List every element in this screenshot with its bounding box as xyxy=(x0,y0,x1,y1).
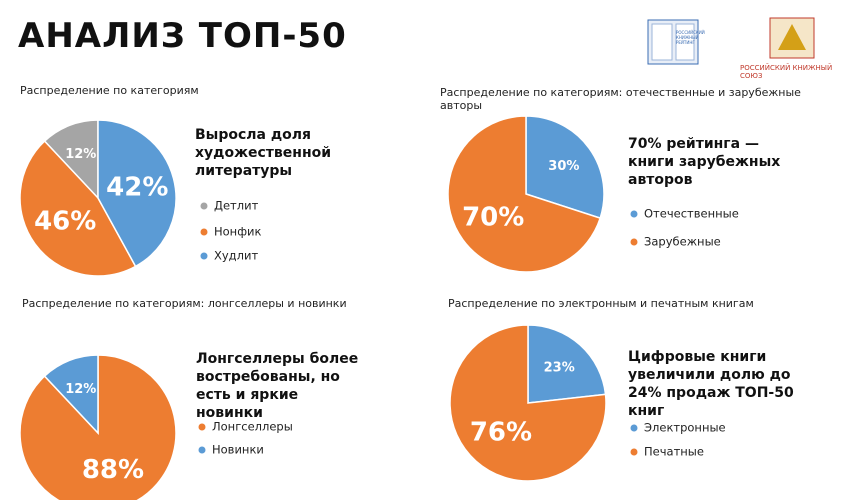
annotation: Лонгселлеры более востребованы, но есть … xyxy=(196,351,359,421)
pie-slice xyxy=(449,324,607,482)
chart-title: Распределение по категориям: отечественн… xyxy=(440,86,801,112)
chart-title: Распределение по электронным и печатным … xyxy=(448,297,754,310)
chart-title: Распределение по категориям: лонгселлеры… xyxy=(22,297,347,310)
slide-title: АНАЛИЗ ТОП-50 xyxy=(18,16,347,56)
value-label: 76% xyxy=(470,418,532,448)
legend-label: Отечественные xyxy=(644,207,739,221)
chart-title: Распределение по категориям xyxy=(20,84,199,97)
legend-label: Новинки xyxy=(212,443,264,457)
legend-marker xyxy=(630,424,638,432)
value-label: 12% xyxy=(65,382,96,397)
value-label: 46% xyxy=(34,206,96,236)
value-label: 30% xyxy=(548,159,579,174)
logo-union xyxy=(769,17,815,59)
pie-slice xyxy=(447,115,602,273)
legend-marker xyxy=(630,210,638,218)
legend-label: Нонфик xyxy=(214,225,262,239)
pie-slice xyxy=(527,324,607,404)
value-label: 42% xyxy=(106,172,168,202)
pie-slice xyxy=(43,354,99,435)
annotation: 70% рейтинга — книги зарубежных авторов xyxy=(628,136,781,188)
logo-text: РОССИЙСКИЙ КНИЖНЫЙ СОЮЗ xyxy=(740,64,833,80)
legend-label: Электронные xyxy=(644,421,726,435)
legend-marker xyxy=(200,228,208,236)
legend-marker xyxy=(198,423,206,431)
legend-marker xyxy=(630,238,638,246)
value-label: 70% xyxy=(462,202,524,232)
legend-marker xyxy=(630,448,638,456)
legend-marker xyxy=(200,252,208,260)
annotation: Выросла доля художественной литературы xyxy=(195,127,332,179)
pie-slice xyxy=(97,119,177,268)
value-label: 88% xyxy=(82,455,144,485)
legend-label: Лонгселлеры xyxy=(212,420,293,434)
legend-label: Печатные xyxy=(644,445,704,459)
legend-marker xyxy=(200,202,208,210)
value-label: 23% xyxy=(544,361,575,376)
pie-slice xyxy=(19,140,137,277)
annotation: Цифровые книги увеличили долю до 24% про… xyxy=(628,349,794,419)
logo-rating xyxy=(647,19,699,65)
value-label: 12% xyxy=(65,147,96,162)
legend-label: Детлит xyxy=(214,199,259,213)
logo-text: РОССИЙСКИЙ КНИЖНЫЙ РЕЙТИНГ xyxy=(676,30,705,45)
legend-marker xyxy=(198,446,206,454)
legend-label: Худлит xyxy=(214,249,258,263)
pie-slice xyxy=(525,115,605,220)
legend-label: Зарубежные xyxy=(644,235,721,249)
